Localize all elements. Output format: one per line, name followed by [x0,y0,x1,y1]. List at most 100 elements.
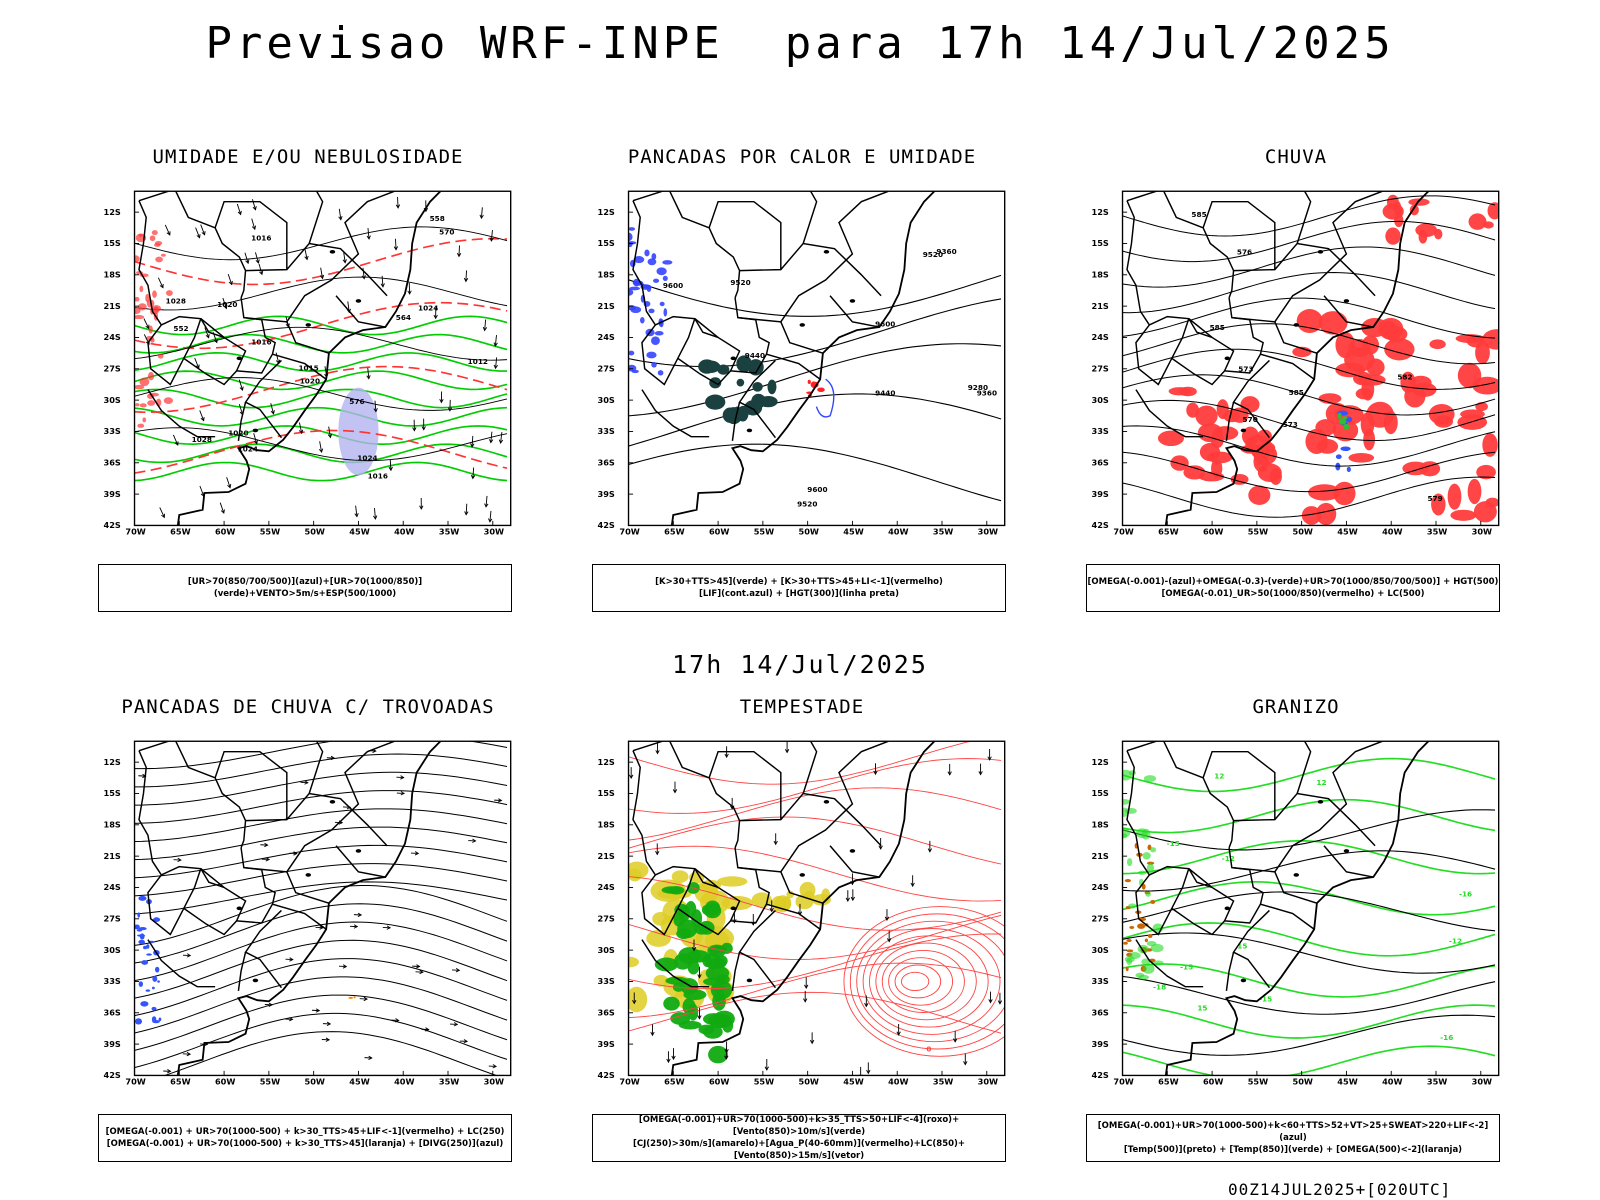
wind-arrowhead [327,433,333,439]
streamline-250 [134,976,508,1034]
wind-arrowhead [650,1031,655,1037]
wind-vector [199,485,205,497]
lon-tick-label: 55W [260,1077,280,1087]
instability-area [751,393,766,409]
thickness-line [134,429,508,474]
lif-contour [656,267,667,276]
lon-tick-label: 35W [1427,1077,1447,1087]
lif-contour [651,253,657,260]
wind-arrowhead [289,1017,294,1022]
wind-arrowhead [953,1038,958,1043]
wind-arrowhead [764,1066,769,1071]
streamline-250 [134,903,508,964]
wind-arrowhead [988,999,993,1004]
border-line [1323,845,1374,878]
wind-arrowhead [228,280,233,286]
omega-area [1137,923,1146,929]
lon-tick-label: 35W [439,1077,459,1087]
wind-arrowhead [666,1058,671,1064]
lake-mark [1317,800,1324,804]
jet-area [786,890,795,899]
wind-arrowhead [205,334,210,339]
rain-area [1332,419,1359,442]
divergence-area [152,975,158,982]
temp500-contour [1122,975,1496,1015]
temp850-contour [1125,807,1137,814]
wind-arrowhead [987,756,992,761]
border-line [138,750,225,889]
lon-tick-label: 30W [484,1077,504,1087]
lon-tick-label: 40W [394,1077,414,1087]
temp850-contour [1122,963,1496,998]
instability-area [736,355,752,373]
wind-vector [472,467,475,479]
wind-arrowhead [493,364,498,370]
wind-arrowhead [866,1069,871,1075]
contour-label: -15 [1259,995,1272,1004]
wind-area [663,996,680,1011]
temp850-contour [1142,852,1151,860]
temp850-contour [1145,891,1151,897]
border-line [632,750,719,889]
lat-tick-label: 30S [597,395,614,405]
divergence-area [141,960,149,965]
border-line [244,909,283,989]
divergence-area [151,986,155,990]
run-stamp: 00Z14JUL2025+[020UTC] [1228,1180,1452,1199]
map-trovoadas: 12S 15S 18S 21S 24S 27S 30S 33S 36S 39S 42S 70W 65W 6… [98,724,518,1100]
wind-arrowhead [293,851,298,856]
lat-tick-label: 33S [597,976,614,986]
rain-area [1487,202,1499,220]
wind-arrowhead [338,216,343,221]
wind-arrowhead [220,509,225,514]
border-line [243,741,395,873]
wind-area [683,989,707,1000]
contour-label: 1028 [192,435,212,444]
lake-mark [799,873,806,877]
map-border [133,190,512,527]
contour-label: 570 [1243,415,1258,424]
lif-contour [815,378,835,418]
contour-label: 15 [1197,1004,1207,1013]
border-line [147,389,216,438]
contour-label: 9600 [875,319,895,328]
rain-area [1415,223,1438,237]
lon-tick-label: 45W [1337,1077,1357,1087]
panel-umidade: UMIDADE E/OU NEBULOSIDADE 1016 1016 1020 10… [98,146,518,612]
wind-arrowhead [655,850,660,856]
legend-box: [OMEGA(-0.001)-(azul)+OMEGA(-0.3)-(verde… [1086,564,1500,612]
lake-mark [849,299,856,303]
omega-area [1124,878,1132,883]
lake-mark [1240,428,1247,433]
rain-area [1318,311,1348,335]
lake-mark [236,356,243,361]
wind-vector [338,208,342,220]
lif-contour [651,361,657,368]
rain-area [1157,430,1184,447]
andes-contour [138,233,143,237]
contour-label: 576 [349,397,364,406]
contour-label: 9360 [936,247,956,256]
temp500-contour [1122,1014,1496,1056]
coastline [176,741,442,1076]
lake-mark [1240,978,1247,983]
wind-vector [204,327,210,338]
wind-arrowhead [167,1069,172,1074]
border-line [245,792,388,847]
streamline-850 [628,845,1002,902]
streamline-500 [1122,323,1496,365]
lat-tick-label: 18S [597,270,614,280]
wind-vector [328,426,331,438]
panel-title: PANCADAS DE CHUVA C/ TROVOADAS [121,696,495,718]
contour-label: 552 [173,324,188,333]
wind-arrowhead [997,1000,1003,1005]
lon-tick-label: 60W [709,527,729,537]
lake-mark [1224,356,1231,361]
wind-arrowhead [353,924,359,929]
lat-tick-label: 36S [597,1008,614,1018]
lon-tick-label: 55W [260,527,280,537]
border-line [708,200,782,270]
wind-arrowhead [470,474,476,480]
instability-area [705,394,726,410]
panel-title: GRANIZO [1252,696,1340,718]
